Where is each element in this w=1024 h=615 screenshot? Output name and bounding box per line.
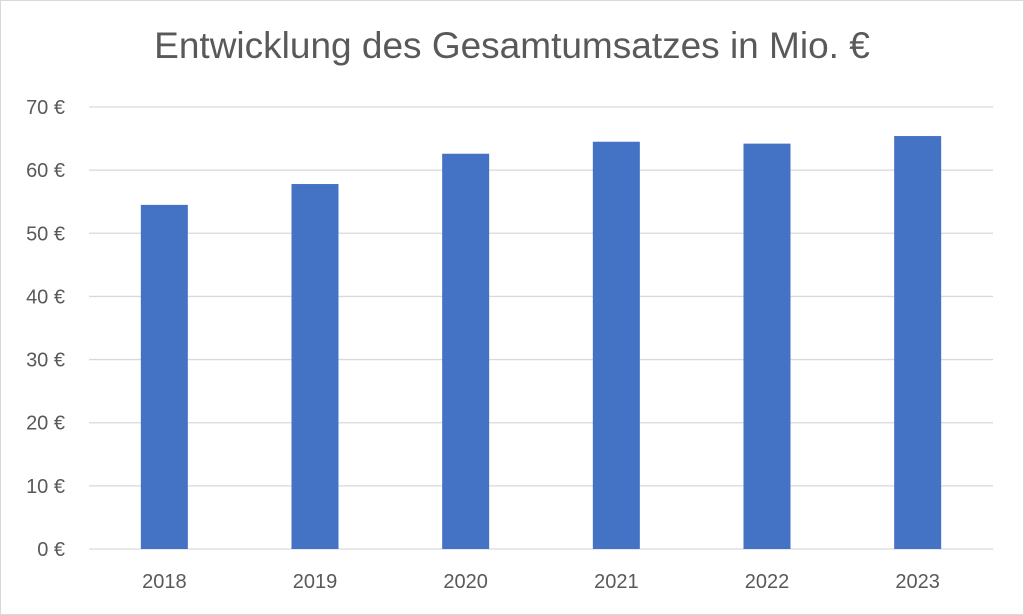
x-tick-label: 2020 [443,571,488,593]
y-tick-label: 30 € [26,350,65,372]
x-tick-label: 2018 [142,571,187,593]
y-tick-label: 20 € [26,413,65,435]
y-tick-label: 0 € [37,539,65,561]
y-tick-label: 50 € [26,223,65,245]
x-tick-label: 2019 [293,571,338,593]
bar-2022 [743,143,791,549]
y-tick-label: 70 € [26,97,65,119]
chart-title: Entwicklung des Gesamtumsatzes in Mio. € [154,25,870,66]
x-tick-label: 2022 [745,571,790,593]
y-tick-label: 60 € [26,160,65,182]
x-tick-label: 2023 [895,571,940,593]
bar-2023 [894,136,942,549]
x-tick-label: 2021 [594,571,639,593]
bar-2021 [592,141,640,549]
y-tick-label: 40 € [26,286,65,308]
bar-2019 [291,184,339,549]
bar-2018 [140,204,188,549]
y-tick-label: 10 € [26,476,65,498]
bar-2020 [442,153,490,549]
